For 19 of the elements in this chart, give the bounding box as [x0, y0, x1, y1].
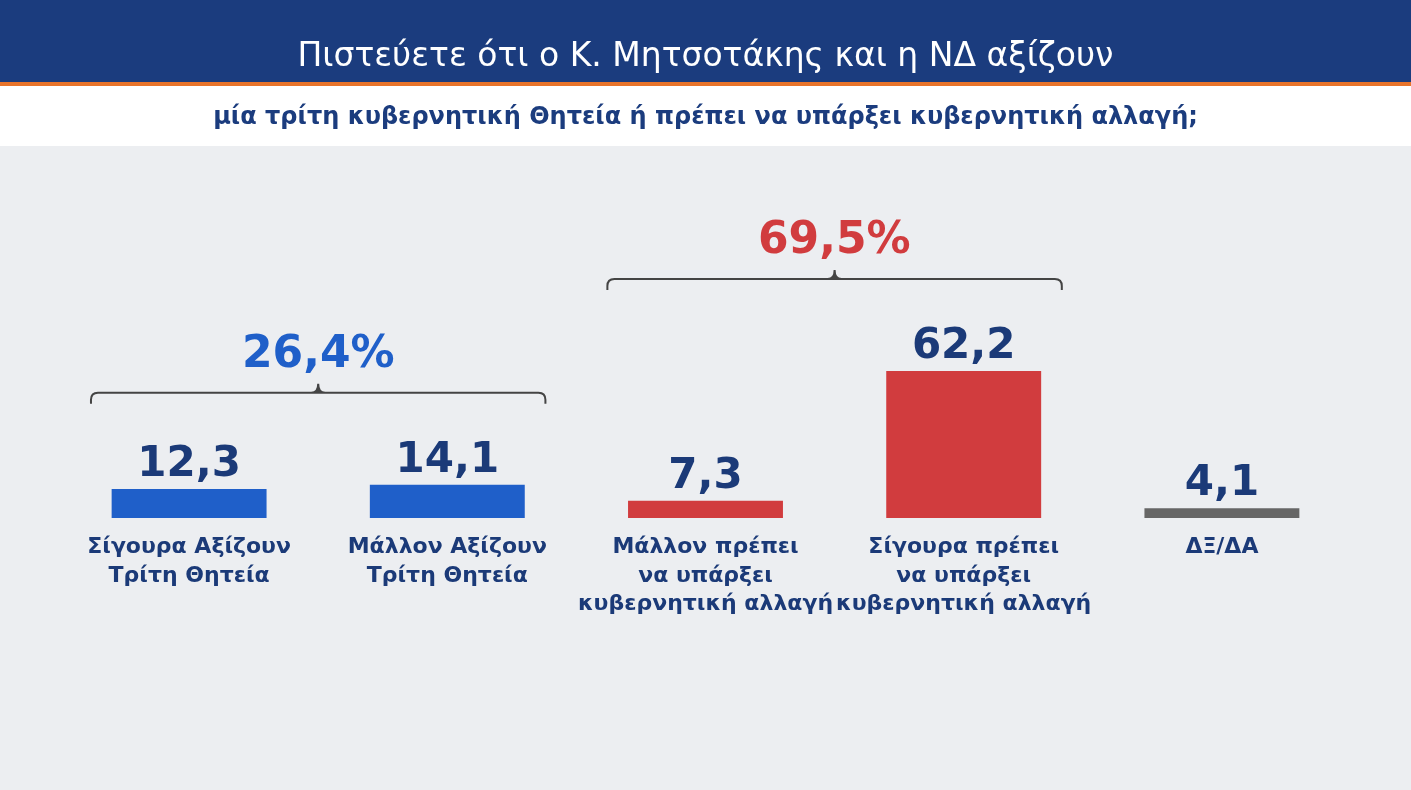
- data-label: 4,1: [1184, 456, 1260, 506]
- bar: [1144, 508, 1300, 518]
- data-label: 14,1: [395, 432, 500, 482]
- chart-subtitle: μία τρίτη κυβερνητική Θητεία ή πρέπει να υπάρξει κυβερνητική αλλαγή;: [0, 86, 1411, 146]
- x-tick-label: Μάλλον Αξίζουν Τρίτη Θητεία: [347, 533, 547, 587]
- data-label: 62,2: [911, 319, 1016, 368]
- data-label: 7,3: [668, 448, 743, 498]
- annotation: 26,4%: [242, 326, 395, 377]
- x-tick-label: ΔΞ/ΔΑ: [1185, 533, 1259, 558]
- data-label: 12,3: [137, 436, 241, 486]
- x-tick-label: Μάλλον πρέπει να υπάρξει κυβερνητική αλλαγή: [577, 533, 834, 616]
- bar: [369, 484, 525, 518]
- bar: [628, 500, 783, 518]
- bar: [111, 488, 267, 518]
- text: 69,5%: [758, 212, 911, 263]
- bar: [886, 371, 1042, 518]
- chart-title: Πιστεύετε ότι ο Κ. Μητσοτάκης και η ΝΔ αξίζουν: [297, 35, 1114, 76]
- x-tick-label: Σίγουρα πρέπει να υπάρξει κυβερνητική αλλαγή: [836, 533, 1092, 616]
- x-tick-label: Σίγουρα Αξίζουν Τρίτη Θητεία: [87, 533, 291, 587]
